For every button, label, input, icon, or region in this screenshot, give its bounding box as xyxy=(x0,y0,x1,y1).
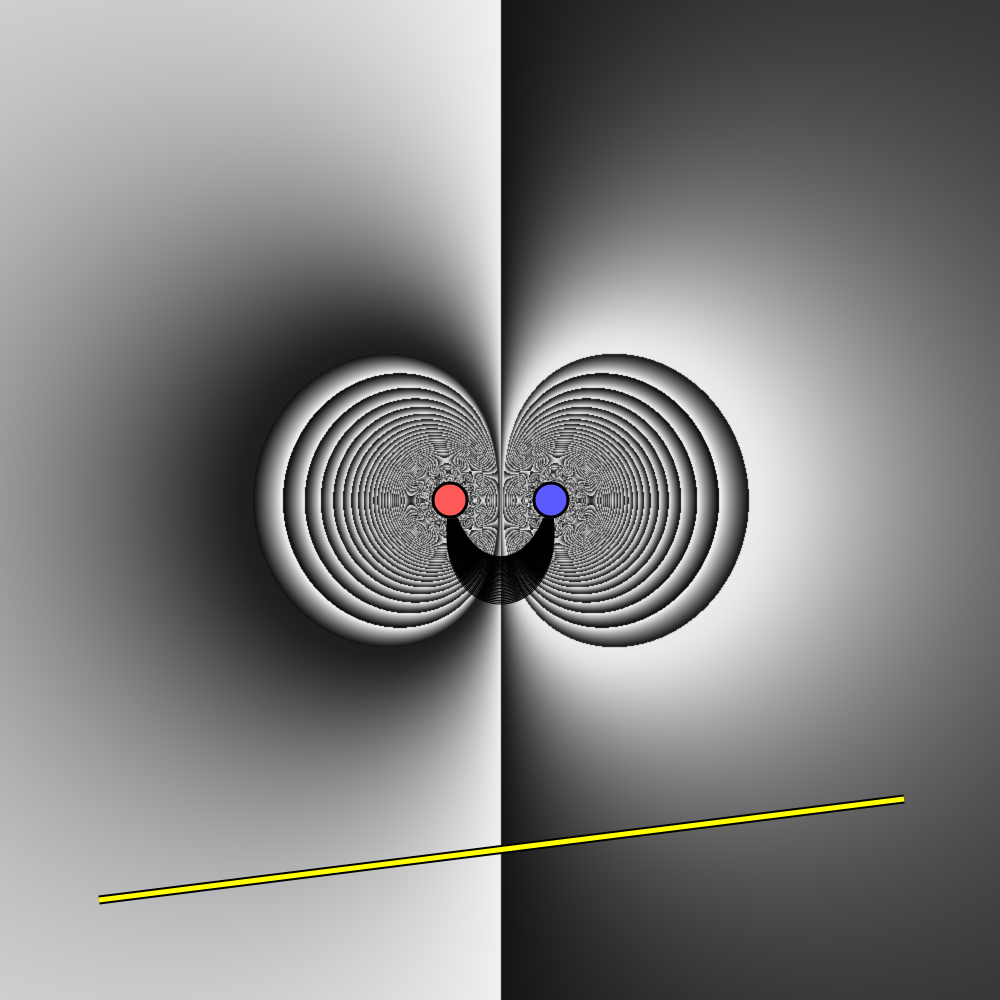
field-line xyxy=(447,519,553,598)
field-line xyxy=(450,518,550,583)
field-line xyxy=(452,517,548,572)
field-line xyxy=(453,518,547,568)
field-line xyxy=(447,518,553,600)
field-line xyxy=(454,517,546,563)
field-line xyxy=(450,518,551,585)
field-line xyxy=(452,518,549,574)
field-line xyxy=(454,517,546,562)
field-line xyxy=(454,518,546,564)
field-line xyxy=(447,518,553,602)
field-line xyxy=(450,518,550,581)
field-line xyxy=(446,518,554,605)
field-line xyxy=(456,517,545,558)
negative-charge[interactable] xyxy=(532,481,570,519)
field-line xyxy=(454,517,546,561)
field-line xyxy=(452,517,548,571)
field-line xyxy=(450,518,550,584)
field-line xyxy=(454,518,547,565)
field-line xyxy=(451,518,549,575)
field-line xyxy=(453,518,548,570)
field-line xyxy=(451,517,549,578)
field-line xyxy=(451,518,549,579)
field-line xyxy=(449,518,552,591)
field-line xyxy=(455,517,545,559)
field-line xyxy=(448,519,552,597)
field-line xyxy=(450,518,550,580)
field-line xyxy=(455,517,545,559)
field-line xyxy=(454,518,547,566)
conductor-bar-fill xyxy=(98,796,905,903)
field-line xyxy=(451,518,549,577)
field-line xyxy=(448,518,552,594)
field-line xyxy=(446,518,554,603)
field-line xyxy=(448,518,552,595)
field-line xyxy=(453,518,547,567)
field-lines xyxy=(446,517,555,605)
field-line xyxy=(448,518,552,592)
positive-charge[interactable] xyxy=(431,481,469,519)
field-line xyxy=(452,518,548,573)
field-line xyxy=(455,517,545,560)
field-line xyxy=(453,518,547,569)
field-line xyxy=(449,518,551,589)
field-line xyxy=(449,518,551,587)
field-line xyxy=(449,518,551,588)
